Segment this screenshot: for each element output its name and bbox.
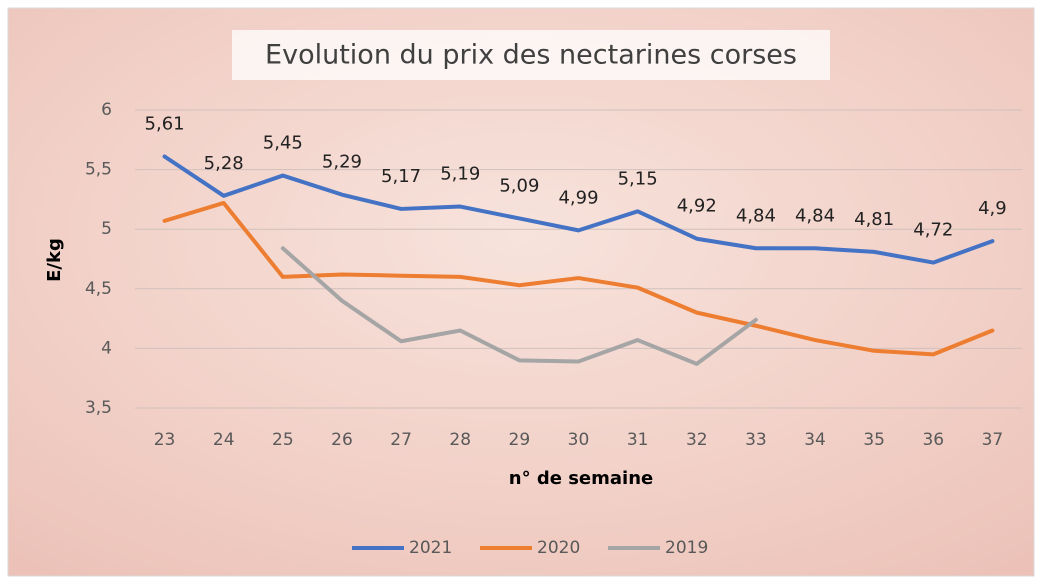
- x-tick-label: 32: [686, 430, 708, 450]
- x-axis-title: n° de semaine: [509, 468, 653, 489]
- y-tick-label: 5,5: [85, 160, 112, 180]
- y-axis-title: E/kg: [44, 238, 65, 282]
- data-label: 4,84: [795, 205, 835, 226]
- data-label: 5,29: [322, 152, 362, 173]
- data-label: 4,92: [677, 196, 717, 217]
- data-label: 4,72: [913, 220, 953, 241]
- x-tick-label: 25: [272, 430, 294, 450]
- page: {"chart_data": {"type": "line", "title":…: [0, 0, 1042, 585]
- legend-label: 2021: [409, 538, 452, 558]
- x-tick-label: 24: [213, 430, 235, 450]
- x-tick-label: 26: [331, 430, 353, 450]
- x-tick-label: 30: [568, 430, 590, 450]
- data-label: 4,99: [558, 187, 598, 208]
- x-tick-label: 36: [922, 430, 944, 450]
- data-label: 4,84: [736, 205, 776, 226]
- x-tick-label: 33: [745, 430, 767, 450]
- data-label: 5,09: [499, 175, 539, 196]
- y-tick-label: 5: [101, 219, 112, 239]
- y-tick-label: 3,5: [85, 398, 112, 418]
- data-label: 5,61: [145, 113, 185, 134]
- chart-title: Evolution du prix des nectarines corses: [265, 40, 797, 71]
- data-label: 5,28: [204, 153, 244, 174]
- chart-area: [8, 8, 1034, 576]
- data-label: 5,19: [440, 164, 480, 185]
- x-tick-label: 27: [390, 430, 412, 450]
- data-label: 5,15: [618, 168, 658, 189]
- data-label: 4,81: [854, 209, 894, 230]
- y-tick-label: 4: [101, 338, 112, 358]
- data-label: 5,17: [381, 166, 421, 187]
- y-tick-label: 4,5: [85, 279, 112, 299]
- x-tick-label: 31: [627, 430, 649, 450]
- chart: Evolution du prix des nectarines corses …: [0, 0, 1042, 581]
- legend-label: 2020: [537, 538, 580, 558]
- data-label: 5,45: [263, 133, 303, 154]
- legend-label: 2019: [665, 538, 708, 558]
- x-tick-label: 35: [863, 430, 885, 450]
- x-tick-label: 28: [449, 430, 471, 450]
- x-tick-label: 29: [509, 430, 531, 450]
- x-tick-label: 34: [804, 430, 826, 450]
- y-tick-label: 6: [101, 100, 112, 120]
- x-tick-label: 37: [982, 430, 1004, 450]
- data-label: 4,9: [978, 198, 1007, 219]
- x-tick-label: 23: [154, 430, 176, 450]
